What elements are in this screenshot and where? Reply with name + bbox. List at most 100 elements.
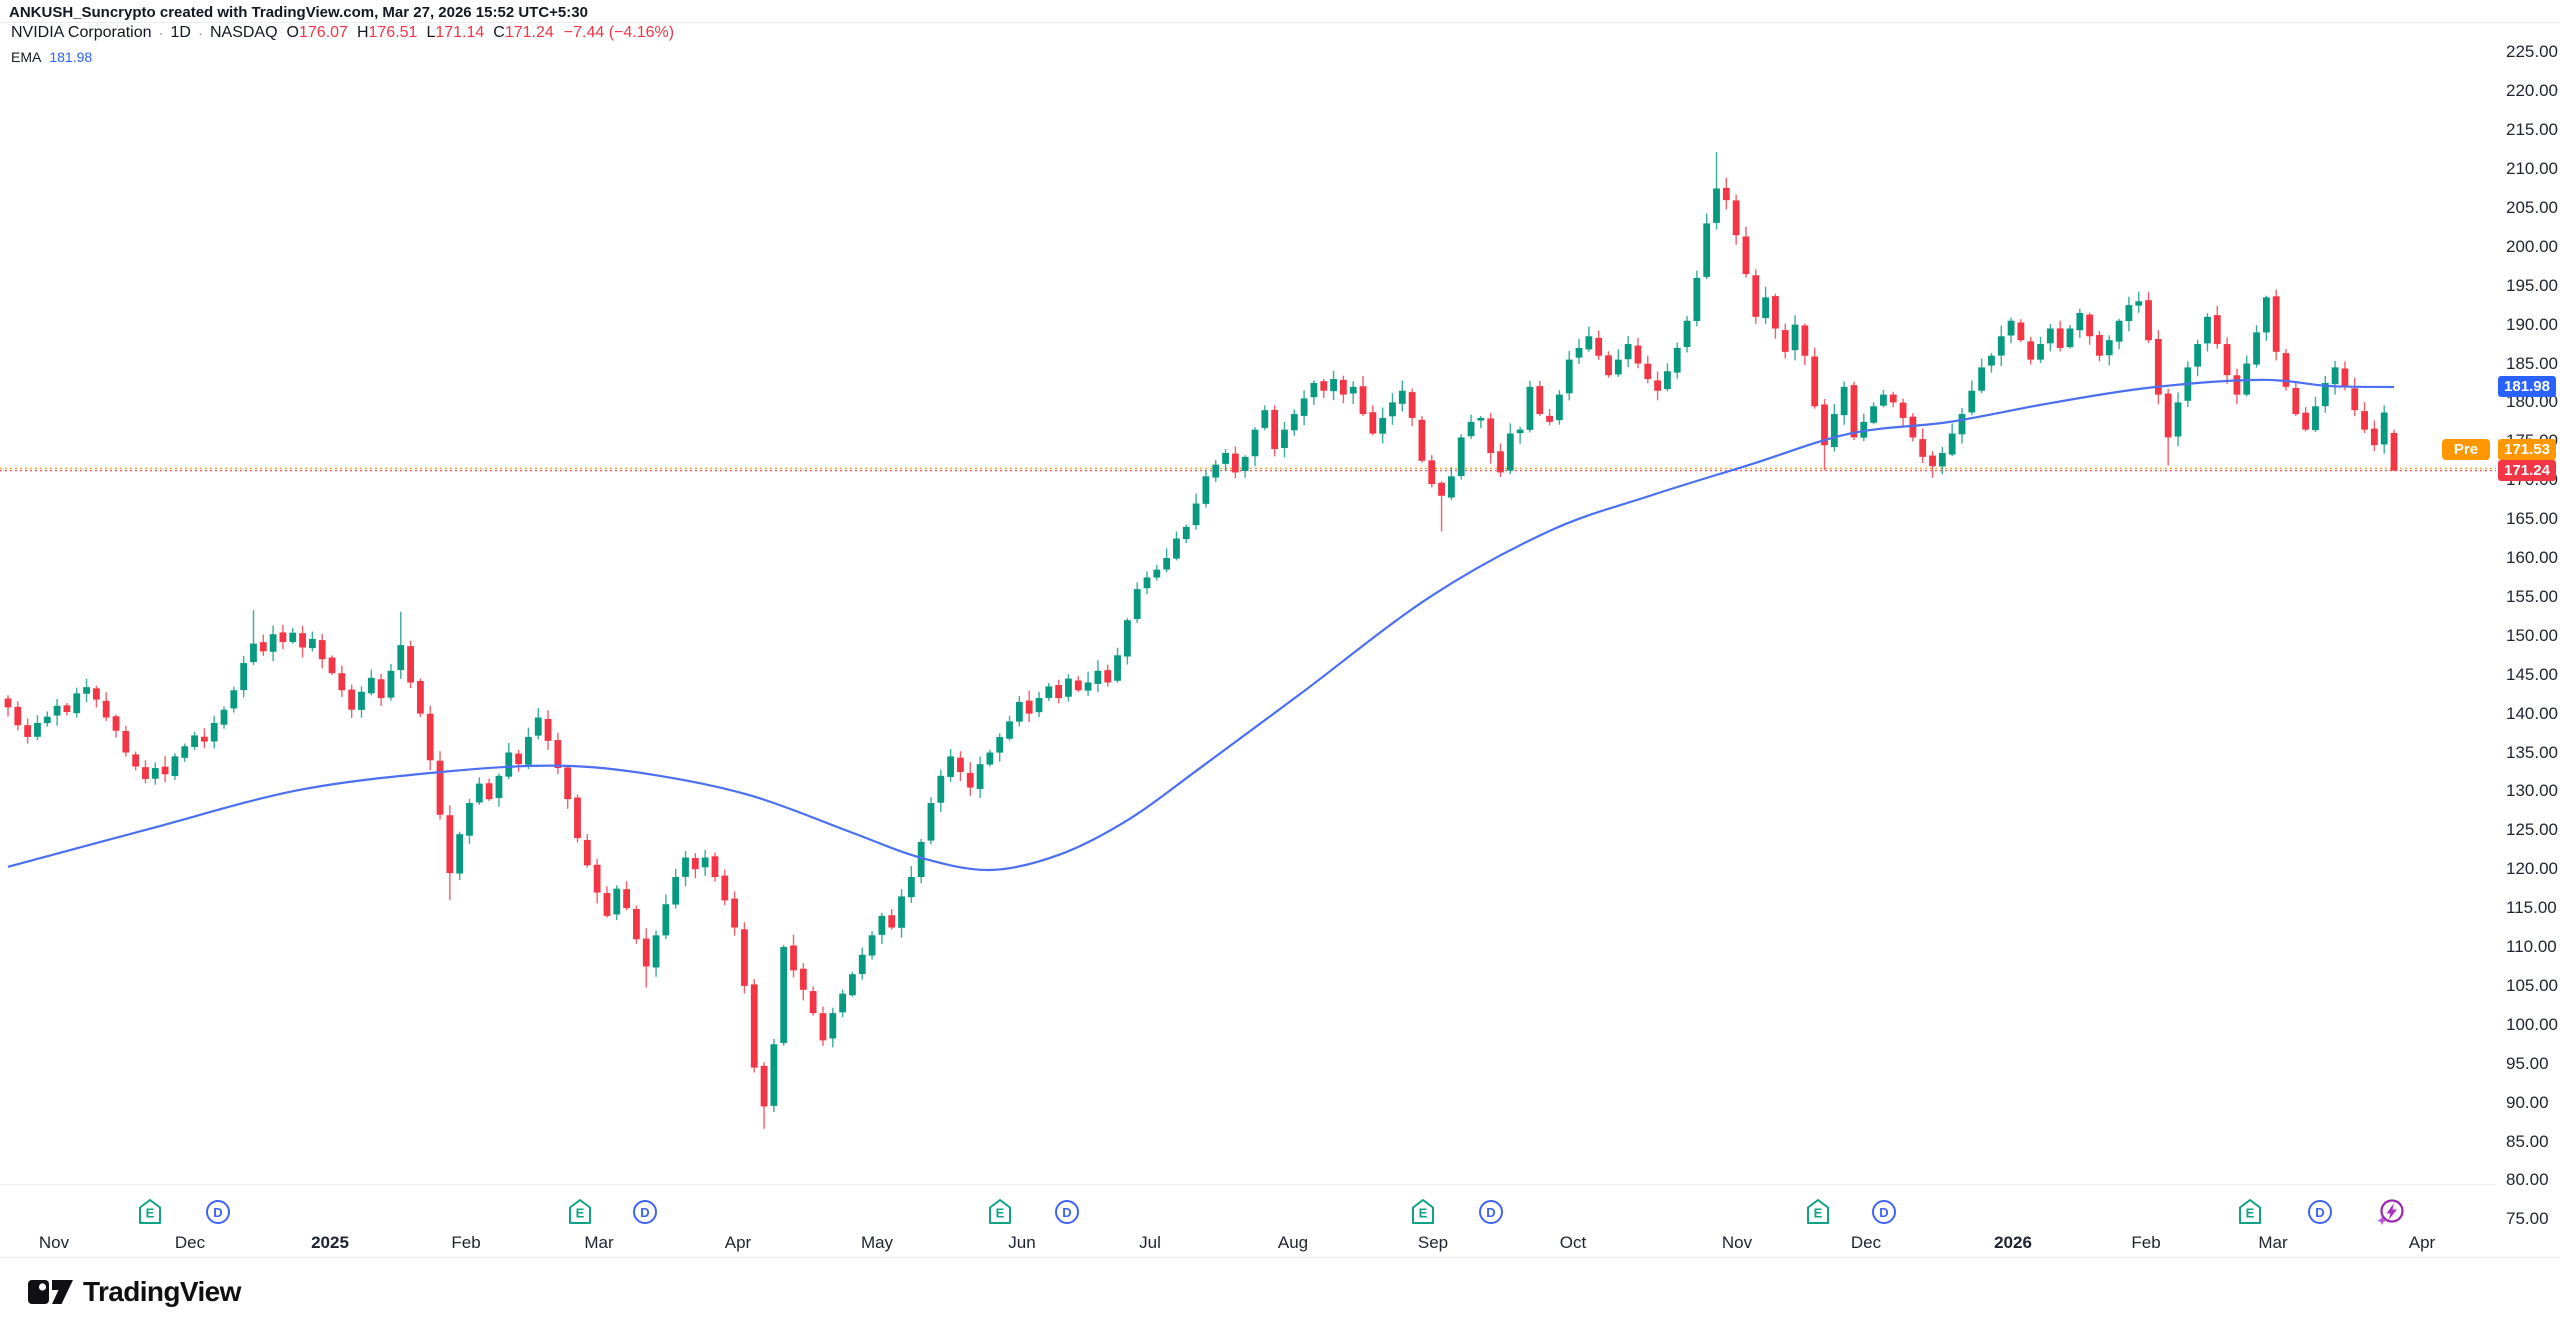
- open-value-pair: O176.07: [287, 24, 348, 42]
- dividend-badge-icon: D: [1055, 1200, 1079, 1224]
- symbol-name[interactable]: NVIDIA Corporation: [11, 24, 152, 41]
- time-tick-label: 2026: [1994, 1233, 2032, 1252]
- svg-text:E: E: [1814, 1206, 1823, 1221]
- price-tick-label: 135.00: [2506, 742, 2558, 762]
- price-tick-label: 165.00: [2506, 509, 2558, 529]
- flash-badge[interactable]: [2376, 1198, 2404, 1226]
- price-tick-label: 200.00: [2506, 236, 2558, 256]
- flash-event-icon: [2377, 1199, 2404, 1225]
- price-tick-label: 205.00: [2506, 197, 2558, 217]
- low-value: 171.14: [435, 24, 485, 41]
- close-value-pair: C171.24: [493, 24, 554, 42]
- earnings-badge-icon: E: [2239, 1199, 2261, 1224]
- dividend-badge[interactable]: D: [1477, 1198, 1505, 1226]
- time-tick-label: Apr: [2408, 1233, 2436, 1252]
- time-axis-top-border: [0, 1184, 2496, 1185]
- earnings-badge[interactable]: E: [1409, 1198, 1437, 1226]
- price-tick-label: 190.00: [2506, 314, 2558, 334]
- svg-text:E: E: [146, 1206, 155, 1221]
- separator-dot: ·: [197, 24, 203, 42]
- svg-text:D: D: [213, 1205, 222, 1220]
- tradingview-logo[interactable]: TradingView: [28, 1275, 241, 1309]
- dividend-badge[interactable]: D: [204, 1198, 232, 1226]
- exchange-label: NASDAQ: [209, 24, 278, 41]
- dividend-badge-icon: D: [1872, 1200, 1896, 1224]
- price-tick-label: 160.00: [2506, 548, 2558, 567]
- time-tick-label: Dec: [1850, 1233, 1882, 1252]
- earnings-badge-icon: E: [989, 1199, 1011, 1224]
- earnings-badge[interactable]: E: [986, 1198, 1014, 1226]
- dividend-badge-icon: D: [206, 1200, 230, 1224]
- header-divider: [0, 22, 2560, 23]
- price-tick-label: 145.00: [2506, 664, 2558, 684]
- time-tick-label: 2025: [311, 1233, 349, 1252]
- svg-text:D: D: [1062, 1205, 1071, 1220]
- candlestick-series: [4, 151, 2398, 1129]
- close-key: C: [493, 24, 505, 41]
- dividend-badge-icon: D: [2308, 1200, 2332, 1224]
- earnings-badge[interactable]: E: [566, 1198, 594, 1226]
- price-tick-label: 215.00: [2506, 120, 2558, 140]
- tradingview-logo-icon: [28, 1280, 73, 1304]
- close-value: 171.24: [504, 24, 554, 41]
- time-tick-label: Nov: [38, 1233, 70, 1252]
- time-tick-label: Dec: [174, 1233, 206, 1252]
- premarket-price-label: 171.53: [2498, 438, 2556, 460]
- tradingview-logo-text: TradingView: [83, 1276, 241, 1307]
- svg-text:D: D: [1486, 1205, 1495, 1220]
- svg-text:E: E: [1419, 1206, 1428, 1221]
- separator-dot: ·: [158, 24, 164, 42]
- time-axis-bottom-border: [0, 1257, 2560, 1258]
- price-tick-label: 75.00: [2506, 1209, 2549, 1229]
- price-tick-label: 150.00: [2506, 625, 2558, 645]
- earnings-badge[interactable]: E: [136, 1198, 164, 1226]
- high-value-pair: H176.51: [357, 24, 418, 42]
- dividend-badge[interactable]: D: [2306, 1198, 2334, 1226]
- ema-legend[interactable]: EMA 181.98: [11, 49, 92, 65]
- price-tick-label: 210.00: [2506, 159, 2558, 178]
- open-value: 176.07: [299, 24, 348, 41]
- earnings-badge-icon: E: [569, 1199, 591, 1224]
- time-tick-label: Mar: [2258, 1233, 2288, 1252]
- dividend-badge[interactable]: D: [631, 1198, 659, 1226]
- attribution-text: ANKUSH_Suncrypto created with TradingVie…: [9, 4, 588, 21]
- ema-line[interactable]: [7, 378, 2395, 872]
- time-tick-label: Apr: [724, 1233, 752, 1252]
- earnings-badge-icon: E: [1807, 1199, 1829, 1224]
- price-tick-label: 155.00: [2506, 586, 2558, 606]
- svg-text:E: E: [576, 1206, 585, 1221]
- price-tick-label: 220.00: [2506, 81, 2558, 101]
- dividend-badge[interactable]: D: [1053, 1198, 1081, 1226]
- price-tick-label: 130.00: [2506, 781, 2558, 801]
- time-tick-label: Feb: [2131, 1233, 2161, 1252]
- price-tick-label: 110.00: [2506, 937, 2557, 956]
- change-value: −7.44 (−4.16%): [563, 24, 675, 41]
- price-tick-label: 125.00: [2506, 820, 2558, 840]
- earnings-badge-icon: E: [139, 1199, 161, 1224]
- open-key: O: [286, 24, 299, 41]
- high-key: H: [356, 24, 369, 41]
- svg-text:D: D: [1879, 1205, 1888, 1220]
- dividend-badge[interactable]: D: [1870, 1198, 1898, 1226]
- time-tick-label: Feb: [451, 1233, 481, 1252]
- time-tick-label: May: [860, 1233, 894, 1252]
- indicator-value: 181.98: [49, 49, 93, 65]
- price-tick-label: 80.00: [2506, 1170, 2549, 1190]
- symbol-legend[interactable]: NVIDIA Corporation · 1D · NASDAQ O176.07…: [11, 24, 674, 42]
- price-tick-label: 85.00: [2506, 1131, 2549, 1151]
- indicator-name[interactable]: EMA: [11, 49, 42, 65]
- low-key: L: [426, 24, 436, 41]
- ema-price-label: 181.98: [2498, 376, 2556, 398]
- svg-text:E: E: [2246, 1206, 2255, 1221]
- time-tick-label: Jul: [1139, 1233, 1161, 1252]
- earnings-badge[interactable]: E: [2236, 1198, 2264, 1226]
- time-tick-label: Aug: [1277, 1233, 1309, 1252]
- price-tick-label: 90.00: [2506, 1092, 2549, 1112]
- price-tick-label: 120.00: [2506, 859, 2558, 879]
- low-value-pair: L171.14: [426, 24, 484, 42]
- earnings-badge[interactable]: E: [1804, 1198, 1832, 1226]
- high-value: 176.51: [368, 24, 418, 41]
- interval-label[interactable]: 1D: [170, 24, 191, 41]
